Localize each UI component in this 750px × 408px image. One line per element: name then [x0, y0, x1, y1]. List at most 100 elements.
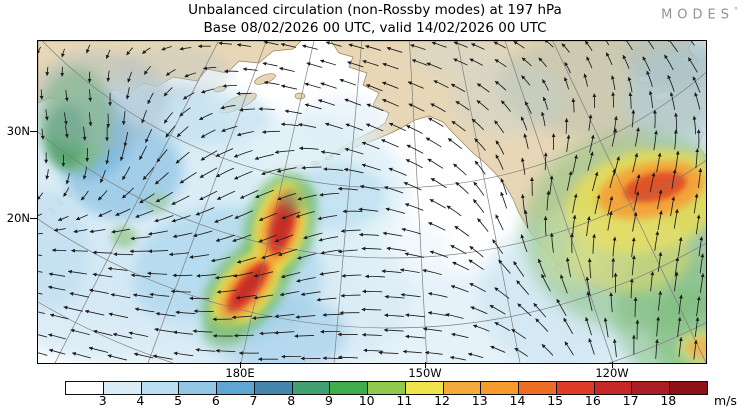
- wind-arrow: [514, 347, 528, 357]
- wind-arrow: [693, 339, 698, 360]
- wind-arrow: [220, 104, 236, 110]
- wind-arrow: [319, 192, 340, 197]
- wind-arrow: [345, 123, 364, 131]
- wind-arrow: [122, 166, 131, 181]
- wind-arrow: [274, 313, 295, 319]
- wind-arrow: [622, 54, 630, 69]
- wind-arrow: [361, 163, 381, 171]
- wind-arrow: [494, 287, 510, 299]
- wind-arrow: [112, 332, 133, 339]
- wind-arrow: [411, 59, 428, 66]
- wind-arrow: [384, 294, 405, 299]
- wind-arrow: [541, 344, 554, 356]
- wind-arrow: [341, 273, 362, 278]
- wind-arrow: [470, 306, 488, 315]
- wind-arrow: [592, 171, 599, 192]
- colorbar-segment: [291, 382, 330, 394]
- wind-arrow: [121, 110, 126, 126]
- wind-arrow: [147, 271, 168, 276]
- wind-arrow: [490, 345, 506, 353]
- wind-arrow: [236, 43, 252, 47]
- wind-arrow: [538, 57, 547, 68]
- wind-arrow: [513, 41, 525, 49]
- colorbar-tick-label: 14: [509, 393, 526, 408]
- wind-arrow: [694, 317, 700, 338]
- wind-arrow: [647, 41, 655, 50]
- wind-arrow: [445, 313, 464, 319]
- wind-arrow: [633, 191, 640, 211]
- colorbar-tick-label: 3: [98, 393, 107, 408]
- wind-arrow: [673, 208, 679, 229]
- colorbar-tick-label: 18: [660, 393, 677, 408]
- chart-title: Unbalanced circulation (non-Rossby modes…: [0, 2, 750, 37]
- wind-arrow: [404, 203, 424, 211]
- wind-speed-shading: [38, 41, 706, 363]
- wind-arrow: [347, 61, 364, 68]
- wind-arrow: [646, 70, 653, 87]
- colorbar-segment: [216, 382, 254, 394]
- wind-arrow: [233, 333, 254, 338]
- wind-arrow: [624, 41, 633, 51]
- wind-arrow: [611, 128, 618, 147]
- wind-arrow: [520, 116, 528, 131]
- wind-arrow: [520, 234, 528, 253]
- wind-arrow: [142, 167, 155, 180]
- wind-arrow: [161, 46, 172, 51]
- wind-arrow: [498, 259, 511, 274]
- wind-arrow: [38, 271, 43, 273]
- wind-arrow: [144, 65, 152, 75]
- wind-arrow: [678, 337, 683, 358]
- wind-arrow: [128, 331, 149, 337]
- wind-arrow: [280, 122, 299, 127]
- wind-arrow: [669, 92, 676, 110]
- wind-arrow: [678, 294, 683, 315]
- wind-arrow: [361, 332, 383, 337]
- wind-arrow: [365, 123, 384, 132]
- wind-arrow: [38, 46, 41, 55]
- wind-arrow: [654, 230, 660, 251]
- wind-arrow: [276, 167, 297, 173]
- wind-arrow: [176, 126, 189, 138]
- wind-arrow: [216, 289, 237, 294]
- wind-arrow: [110, 293, 131, 299]
- wind-arrow: [381, 139, 399, 148]
- wind-arrow: [564, 341, 574, 356]
- lat-tick-label-30N: 30N: [6, 124, 30, 138]
- wind-arrow: [85, 44, 91, 54]
- wind-arrow: [126, 47, 134, 56]
- colorbar: [65, 381, 708, 395]
- wind-arrow: [493, 41, 506, 49]
- wind-arrow: [629, 278, 634, 299]
- wind-arrow: [38, 232, 44, 235]
- wind-arrow: [261, 129, 281, 134]
- wind-arrow: [667, 74, 675, 92]
- wind-arrow: [642, 56, 651, 72]
- wind-arrow: [495, 140, 505, 155]
- wind-arrow: [588, 114, 593, 131]
- wind-arrow: [242, 67, 258, 72]
- wind-arrow: [165, 125, 176, 138]
- wind-arrow: [450, 83, 466, 93]
- wind-arrow: [263, 80, 280, 86]
- wind-arrow: [170, 289, 191, 294]
- wind-arrow: [67, 269, 88, 275]
- wind-arrow: [607, 210, 613, 231]
- wind-arrow: [521, 75, 531, 86]
- colorbar-tick-label: 7: [249, 393, 258, 408]
- wind-arrow: [469, 58, 483, 66]
- wind-arrow: [470, 43, 485, 50]
- meridian-line: [456, 41, 521, 363]
- wind-arrow: [544, 41, 554, 48]
- wind-arrow: [222, 83, 238, 88]
- wind-arrow: [88, 89, 93, 102]
- wind-arrow: [542, 79, 549, 91]
- wind-arrow: [199, 190, 218, 201]
- wind-arrow: [384, 313, 405, 318]
- wind-arrow: [657, 251, 663, 272]
- wind-arrow: [401, 227, 421, 235]
- wind-arrow: [469, 283, 486, 292]
- wind-arrow: [279, 291, 300, 297]
- wind-arrow: [698, 236, 704, 257]
- wind-arrow: [320, 150, 341, 156]
- wind-arrow: [382, 98, 399, 107]
